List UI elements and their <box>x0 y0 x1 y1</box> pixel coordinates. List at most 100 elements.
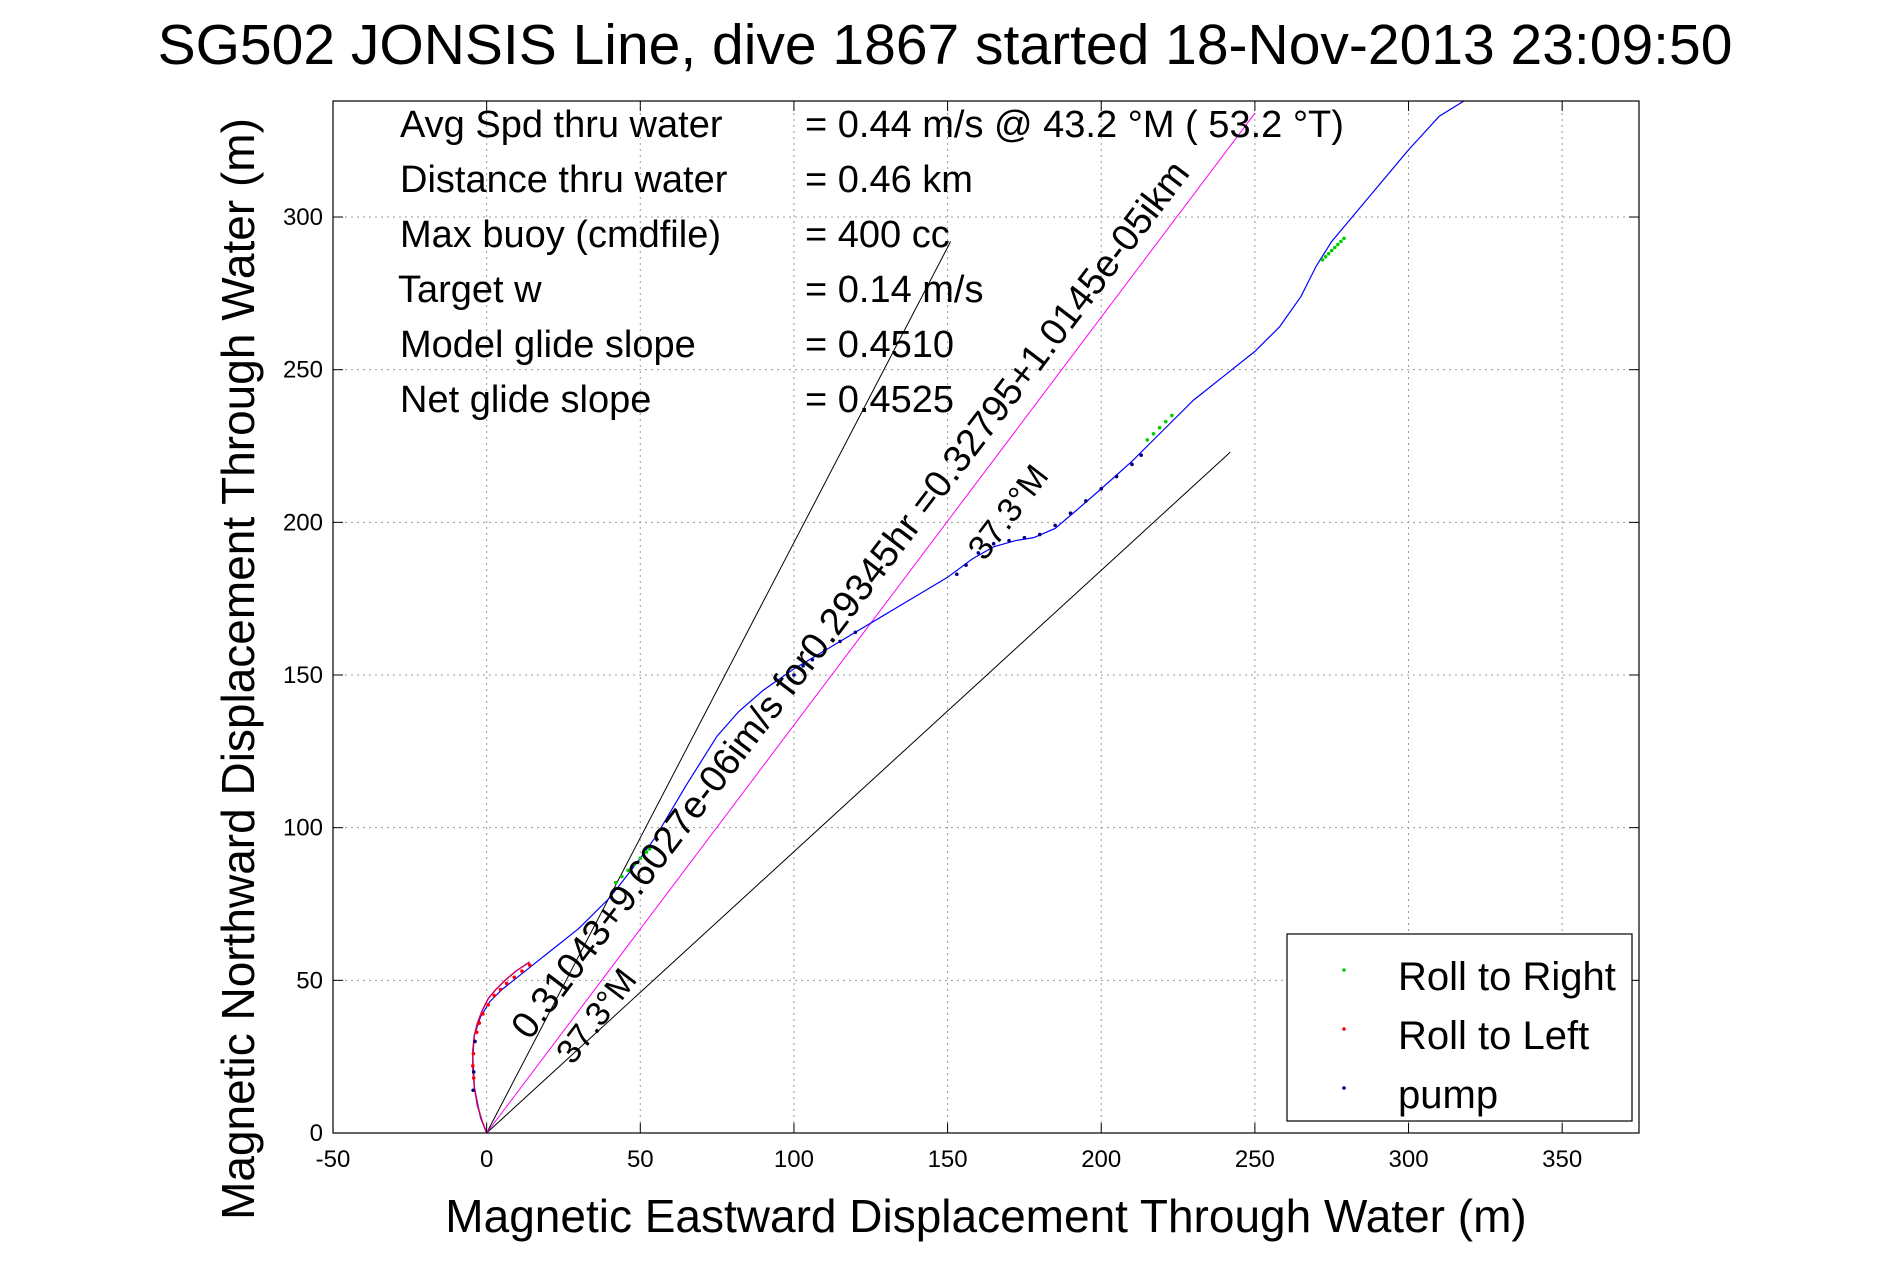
guide-line <box>486 451 1231 1134</box>
chart-title: SG502 JONSIS Line, dive 1867 started 18-… <box>158 13 1733 77</box>
pump-point <box>1130 462 1134 467</box>
guide-lines <box>486 241 1231 1134</box>
x-tick-label: 50 <box>627 1146 654 1173</box>
roll-right-point <box>1329 248 1334 253</box>
pump-point <box>473 1039 477 1044</box>
roll-left-point <box>471 1051 476 1056</box>
stat-value-max-buoy: = 400 cc <box>805 214 950 256</box>
roll-right-point <box>1342 236 1346 241</box>
roll-right-point <box>1336 242 1340 247</box>
stat-value-distance: = 0.46 km <box>805 159 973 201</box>
track-polyline <box>472 100 1465 1134</box>
y-tick-label: 300 <box>283 204 323 231</box>
x-tick-label: 250 <box>1235 1146 1275 1173</box>
legend-marker-roll-right <box>1342 968 1346 972</box>
stat-label-target-w: Target w <box>398 269 542 311</box>
y-tick-label: 0 <box>310 1120 323 1147</box>
guide-line <box>486 241 952 1134</box>
roll-right-point <box>1145 438 1150 442</box>
x-tick-label: 300 <box>1389 1146 1429 1173</box>
ticks: -50 0 50 100 150 200 250 300 3500501001502002503… <box>283 101 1639 1173</box>
x-tick-label: 0 <box>480 1146 493 1173</box>
y-tick-label: 50 <box>296 967 323 994</box>
roll-left-polyline <box>472 961 531 1134</box>
pump-point <box>1053 523 1057 528</box>
y-axis-label: Magnetic Northward Displacement Through … <box>212 118 264 1220</box>
x-tick-label: 350 <box>1542 1146 1582 1173</box>
stat-label-speed: Avg Spd thru water <box>400 104 723 146</box>
roll-right-point <box>1320 257 1325 262</box>
roll-right-point <box>632 862 636 867</box>
roll-right-point <box>1170 413 1174 418</box>
legend-marker-pump <box>1342 1086 1346 1090</box>
pump-point <box>471 1088 475 1093</box>
roll-right-point <box>1332 245 1337 250</box>
pump-point <box>976 551 981 555</box>
pump-point <box>1022 535 1027 540</box>
pump-point <box>838 639 842 644</box>
pump-point <box>1007 538 1011 543</box>
legend-marker-roll-left <box>1342 1027 1346 1031</box>
roll-right-point <box>644 850 649 854</box>
pump-point <box>822 648 827 653</box>
legend: Roll to Right Roll to Left pump <box>1286 933 1633 1122</box>
roll-left-point <box>492 993 497 998</box>
roll-right-point <box>638 856 643 861</box>
stat-label-distance: Distance thru water <box>400 159 728 201</box>
x-axis-label: Magnetic Eastward Displacement Through W… <box>445 1190 1526 1242</box>
roll-right-point <box>1323 254 1328 259</box>
roll-right-point <box>1157 425 1162 430</box>
pump-point <box>853 630 858 635</box>
roll-right-point <box>613 880 618 885</box>
stat-value-model-glide: = 0.4510 <box>805 324 954 366</box>
plot-frame <box>332 100 1640 1134</box>
legend-label-roll-right: Roll to Right <box>1398 955 1616 999</box>
stat-value-speed: = 0.44 m/s @ 43.2 °M ( 53.2 °T) <box>805 104 1344 146</box>
roll-left-point <box>512 975 517 980</box>
roll-right-point <box>620 874 624 879</box>
pump-point <box>955 572 959 577</box>
roll-right-point <box>1163 419 1168 424</box>
roll-left-point <box>477 1021 482 1025</box>
roll-right-point <box>1339 239 1343 244</box>
stats-box: Avg Spd thru water = 0.44 m/s @ 43.2 °M … <box>398 104 1344 421</box>
roll-left-point <box>471 1064 475 1068</box>
x-tick-label: 100 <box>774 1146 814 1173</box>
roll-left-point <box>498 987 503 992</box>
roll-left-point <box>486 1002 490 1007</box>
pump-point <box>1139 453 1143 457</box>
y-tick-label: 200 <box>283 509 323 536</box>
y-tick-label: 100 <box>283 815 323 842</box>
roll-right-point <box>626 868 630 873</box>
roll-left-point <box>504 981 509 986</box>
x-tick-label: 200 <box>1081 1146 1121 1173</box>
roll-left-point <box>475 1030 479 1035</box>
y-tick-label: 150 <box>283 662 323 689</box>
pump-point <box>792 673 796 677</box>
pump-point <box>1068 511 1073 515</box>
y-tick-label: 250 <box>283 357 323 384</box>
stat-label-max-buoy: Max buoy (cmdfile) <box>400 214 721 256</box>
pump-point <box>801 664 805 668</box>
pump-point <box>1114 474 1119 479</box>
pump-point <box>964 563 968 567</box>
roll-left-point <box>527 963 532 967</box>
pump-point <box>810 657 815 662</box>
stat-label-net-glide: Net glide slope <box>400 379 651 421</box>
stat-value-target-w: = 0.14 m/s <box>805 269 983 311</box>
pump-point <box>1084 499 1088 503</box>
x-tick-label: 150 <box>928 1146 968 1173</box>
roll-right-point <box>647 847 652 851</box>
roll-left-point <box>481 1012 485 1016</box>
markers <box>471 236 1346 1093</box>
pump-point <box>991 541 996 546</box>
legend-label-pump: pump <box>1398 1073 1498 1117</box>
stat-label-model-glide: Model glide slope <box>400 324 696 366</box>
x-tick-label: -50 <box>316 1146 351 1173</box>
roll-left-point <box>520 969 524 973</box>
roll-left-point <box>471 1076 476 1080</box>
roll-right-point <box>1151 432 1156 436</box>
track-line <box>472 100 1465 1134</box>
stat-value-net-glide: = 0.4525 <box>805 379 954 421</box>
